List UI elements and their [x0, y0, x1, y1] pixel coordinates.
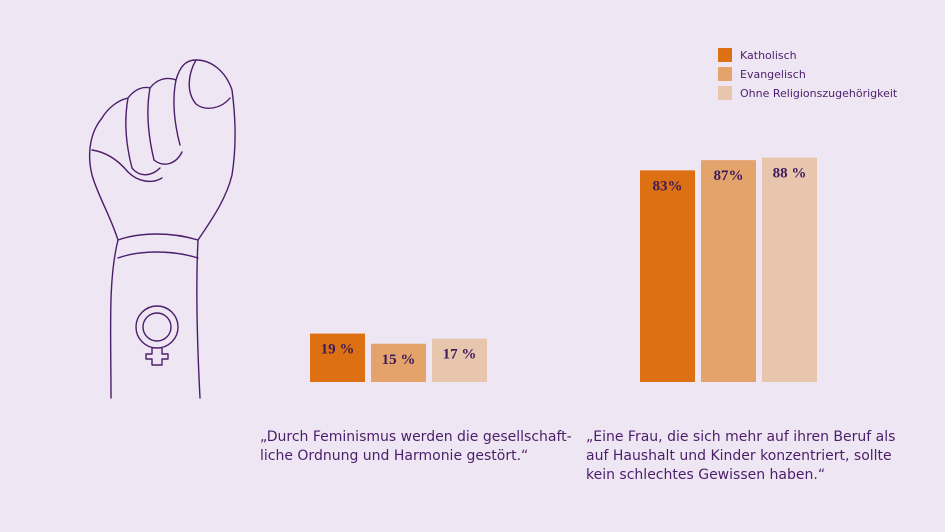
bar-chart1-ohne [432, 338, 487, 382]
legend-label-ohne: Ohne Religionszugehörigkeit [740, 86, 898, 100]
bar-chart2-evangelisch [701, 160, 756, 382]
bar-chart1-katholisch [310, 333, 365, 382]
legend-swatch-evangelisch [718, 67, 732, 81]
raised-fist-with-female-symbol-icon [88, 59, 236, 399]
bar-label-chart1-katholisch: 19 % [321, 342, 355, 358]
legend-swatch-katholisch [718, 48, 732, 62]
legend-label-evangelisch: Evangelisch [740, 67, 806, 81]
caption-beruf: „Eine Frau, die sich mehr auf ihren Beru… [586, 429, 896, 483]
bar-label-chart1-evangelisch: 15 % [382, 352, 416, 368]
bar-label-chart1-ohne: 17 % [443, 347, 477, 363]
legend-item-ohne: Ohne Religionszugehörigkeit [718, 84, 897, 102]
legend-item-evangelisch: Evangelisch [718, 65, 897, 83]
bar-label-chart2-ohne: 88 % [773, 166, 807, 182]
legend-label-katholisch: Katholisch [740, 48, 797, 62]
bar-chart1-evangelisch [371, 343, 426, 382]
legend-item-katholisch: Katholisch [718, 46, 897, 64]
bars-layer: 19 % 15 % 17 % 83% 87% 88 % [310, 157, 817, 382]
legend-swatch-ohne [718, 86, 732, 100]
legend: Katholisch Evangelisch Ohne Religionszug… [718, 46, 897, 103]
bar-label-chart2-evangelisch: 87% [714, 168, 744, 184]
bar-chart2-ohne [762, 157, 817, 382]
caption-feminismus: „Durch Feminismus werden die gesellschaf… [260, 429, 572, 464]
bar-label-chart2-katholisch: 83% [653, 178, 683, 194]
bar-chart2-katholisch [640, 170, 695, 382]
